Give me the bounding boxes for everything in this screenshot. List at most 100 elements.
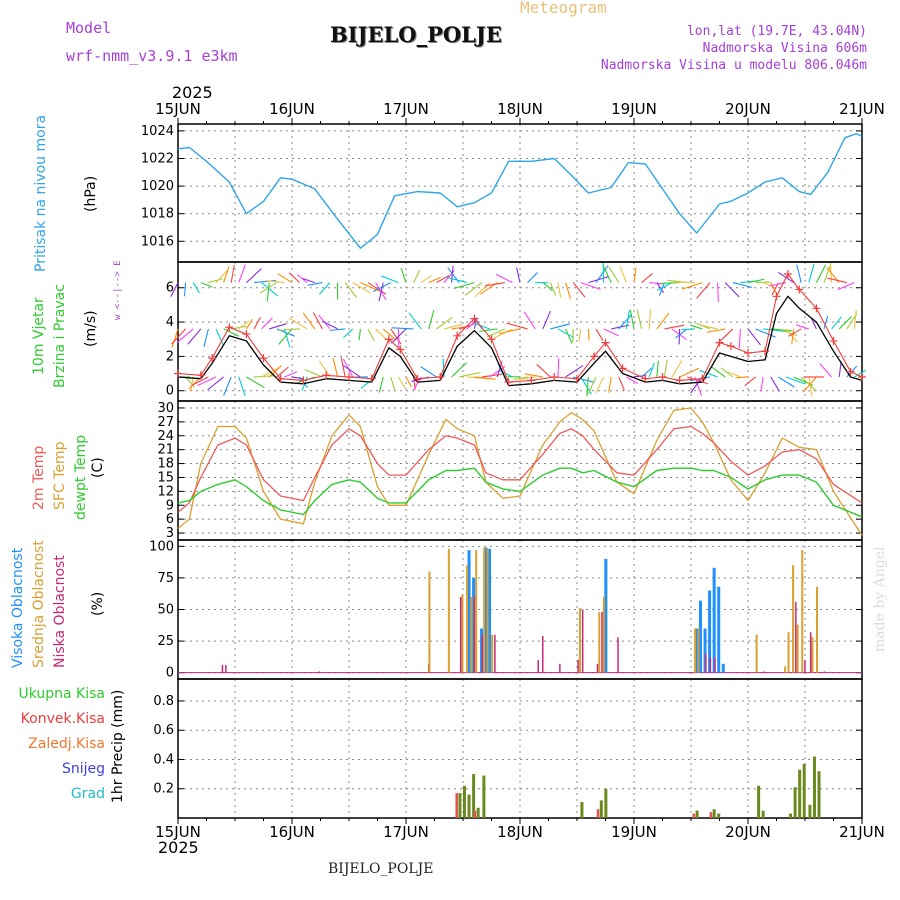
wind-arrow [641, 273, 653, 284]
wind-arrow [664, 324, 685, 330]
wind-arrow [815, 264, 827, 283]
wind-arrow [378, 282, 384, 302]
wind-arrow [808, 263, 815, 283]
wind-arrow [572, 282, 586, 298]
wind-arrow [474, 282, 490, 298]
wind-arrow [658, 282, 665, 296]
cloud-bar-high [488, 548, 492, 673]
wind-arrow [586, 376, 589, 397]
y-tick-label: 1018 [141, 207, 174, 222]
wind-arrow [344, 282, 357, 298]
wind-arrow [720, 367, 734, 378]
cloud-bar-mid [483, 547, 486, 673]
wind-gust-marker [470, 314, 479, 323]
wind-arrow [312, 312, 323, 330]
wind-arrow [595, 265, 609, 283]
legend-conv: Konvek.Kisa [20, 711, 105, 727]
cloud-bar-mid [694, 628, 697, 673]
cloud-bar-low [542, 636, 544, 673]
station-title: BIJELO_POLJE [330, 22, 502, 47]
cloud-bar-mid [816, 586, 819, 673]
wind-arrow [340, 357, 346, 378]
wind-gust-marker [772, 292, 781, 301]
wind-arrow [724, 282, 740, 298]
wind-gust-marker [795, 285, 804, 294]
wind-arrow [208, 278, 223, 284]
wind-arrow [542, 310, 552, 330]
wind-arrow [397, 376, 406, 389]
wind-arrow [608, 266, 620, 283]
wind-arrow [641, 367, 653, 378]
wind-arrow [527, 272, 538, 283]
wind-arrow [238, 376, 246, 397]
wind-arrow [390, 376, 396, 391]
wind-gust-marker [744, 348, 752, 357]
wind-arrow [342, 365, 361, 378]
precip-bar-conv [455, 793, 458, 818]
wind-arrow [838, 361, 842, 378]
wind-gust-marker [345, 372, 353, 381]
precip-bar-total [757, 785, 761, 818]
cloud-bar-mid [470, 596, 473, 673]
y-tick-label: 0.6 [153, 723, 174, 738]
cloud-bar-mid [475, 550, 478, 673]
wind-arrow [718, 328, 734, 343]
wind-arrow [446, 276, 467, 284]
wind-arrow [827, 277, 847, 284]
cloud-bar-low [714, 657, 716, 673]
wind-gust-marker [196, 371, 205, 380]
wind-gust-marker [726, 342, 735, 351]
wind-gust-marker [829, 336, 838, 345]
wind-arrow [453, 282, 475, 290]
wind-gust-marker [504, 378, 513, 387]
wind-arrow [595, 328, 604, 341]
wind-arrow [717, 282, 719, 303]
precip-bar-total [793, 787, 797, 818]
precip-bar-conv [692, 813, 696, 818]
pressure-line [177, 132, 863, 249]
wind-arrow [223, 376, 232, 396]
wind-arrow [603, 328, 619, 337]
wind-gust-marker [573, 374, 581, 383]
wind-arrow [276, 366, 289, 378]
wind-arrow [498, 328, 521, 335]
wind-arrow [648, 309, 652, 329]
cloud-bar-low [537, 660, 539, 673]
sfc-temp-line [177, 407, 863, 536]
cloud-bar-mid [578, 608, 581, 673]
precip-bar-conv [473, 810, 477, 818]
y-tick-label: 6 [166, 281, 174, 296]
wind-arrow [633, 267, 637, 283]
precip-bar-total [604, 788, 608, 818]
wind-arrow [763, 328, 785, 332]
wind-arrow [802, 376, 817, 393]
precip-bar-total [458, 793, 462, 818]
wind-arrow [744, 376, 756, 387]
y-tick-label: 50 [157, 603, 174, 618]
cloud-bar-high [467, 550, 471, 673]
wind-arrow [796, 324, 809, 330]
wind-arrow [459, 371, 481, 378]
dewpoint-line [177, 467, 863, 518]
wind-arrow [690, 376, 703, 394]
wind-arrow [413, 269, 421, 283]
wind-arrow [420, 274, 432, 284]
wind-arrow [288, 317, 308, 330]
y-tick-label: 1022 [141, 152, 174, 167]
elevation-label: Nadmorska Visina 606m [702, 41, 867, 56]
wind-arrow [770, 282, 777, 294]
wind-arrow [428, 310, 435, 330]
precip-bar-total [463, 785, 466, 818]
wind-arrow [277, 328, 300, 331]
wind-arrow [375, 328, 388, 341]
cloud-bar-low [481, 634, 484, 673]
cloud-bar-low [823, 671, 826, 673]
cloud-bar-mid [697, 628, 700, 673]
wind-arrow [332, 357, 339, 378]
cloud-bar-low [809, 632, 812, 673]
legend-frz: Zaledj.Kisa [28, 736, 105, 752]
cloud-bar-mid [466, 565, 469, 673]
wind-arrow [284, 371, 298, 378]
wind-gust-marker [812, 304, 821, 313]
wind-arrow [618, 376, 625, 391]
